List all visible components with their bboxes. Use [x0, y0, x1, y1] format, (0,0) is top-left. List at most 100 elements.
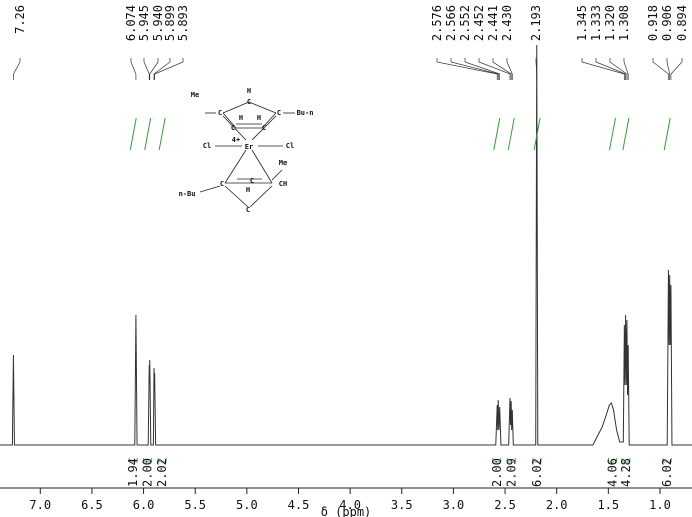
integral-bracket [621, 458, 631, 463]
peak-leader [130, 58, 137, 80]
x-tick-label: 7.0 [29, 498, 51, 512]
integral-curve [663, 117, 671, 151]
peak-label: 2.552 [458, 5, 472, 41]
peak-label: 2.441 [486, 5, 500, 41]
peak-leader [478, 58, 511, 80]
peak-leader [153, 58, 171, 80]
x-tick-label: 1.0 [649, 498, 671, 512]
integral-bracket [532, 458, 542, 463]
peak-label: 7.26 [13, 5, 27, 34]
peak-leader [492, 58, 512, 80]
x-tick-label: 6.0 [133, 498, 155, 512]
peak-label: 0.918 [646, 5, 660, 41]
integral-bracket [506, 458, 516, 463]
structure-label: C [250, 177, 254, 185]
x-tick-label: 3.0 [443, 498, 465, 512]
peak-leader [506, 58, 513, 80]
peak-label: 2.430 [500, 5, 514, 41]
structure-label: n-Bu [179, 190, 196, 198]
peak-leader [436, 58, 498, 80]
integral-curve [144, 117, 152, 151]
x-tick-label: 4.5 [288, 498, 310, 512]
x-tick-label: 1.5 [597, 498, 619, 512]
peak-leader [609, 58, 628, 80]
peak-label: 5.893 [176, 5, 190, 41]
peak-leader [143, 58, 150, 80]
integral-bracket [608, 458, 617, 463]
structure-label: C [247, 98, 251, 106]
spectrum-line [0, 44, 692, 446]
structure-bonds [199, 101, 295, 208]
structure-label: H [239, 114, 243, 122]
peak-label: 0.894 [675, 5, 689, 41]
integral-curve [158, 117, 166, 151]
x-tick-label: 4.0 [339, 498, 361, 512]
structure-label: Me [191, 91, 199, 99]
structure-label: Er [245, 143, 253, 151]
peak-leader [535, 58, 538, 80]
integral-curve [507, 117, 515, 151]
peak-label: 1.333 [589, 5, 603, 41]
peak-label: 1.320 [603, 5, 617, 41]
peak-label: 2.576 [430, 5, 444, 41]
peak-leader [670, 58, 683, 80]
integral-curve [493, 117, 501, 151]
integral-curve [608, 117, 616, 151]
x-tick-label: 2.0 [546, 498, 568, 512]
integral-label: 6.02 [530, 458, 544, 487]
peak-label: 5.940 [151, 5, 165, 41]
x-tick-label: 6.5 [81, 498, 103, 512]
peak-leader [149, 58, 159, 80]
x-tick-label: 2.5 [494, 498, 516, 512]
x-tick-label: 3.5 [391, 498, 413, 512]
structure-label: Cl [203, 142, 211, 150]
integral-label: 2.02 [155, 458, 169, 487]
peak-leader [652, 58, 669, 80]
peak-label: 2.566 [444, 5, 458, 41]
peak-label: 2.452 [472, 5, 486, 41]
structure-label: CH [279, 180, 287, 188]
structure-label: C [262, 124, 266, 132]
integral-bracket [492, 458, 502, 463]
structure-label: Bu-n [297, 109, 314, 117]
peak-leader [450, 58, 499, 80]
structure-label: C [218, 109, 222, 117]
integral-bracket [143, 458, 153, 463]
integral-bracket [662, 458, 672, 463]
integral-label: 2.09 [504, 458, 518, 487]
peak-leader [154, 58, 184, 80]
integral-label: 4.28 [619, 458, 633, 487]
peak-leader [464, 58, 501, 80]
peak-leader [595, 58, 626, 80]
peak-label: 0.906 [660, 5, 674, 41]
structure-label: C [220, 180, 224, 188]
structure-label: 4+ [232, 136, 240, 144]
structure-label: C [277, 109, 281, 117]
integral-label: 2.00 [141, 458, 155, 487]
peak-leader [666, 58, 671, 80]
structure-label: H [246, 186, 250, 194]
integral-label: 6.02 [660, 458, 674, 487]
structure-label: H [247, 87, 251, 95]
structure-label: H [257, 114, 261, 122]
peak-label: 5.945 [137, 5, 151, 41]
peak-leader [581, 58, 625, 80]
x-axis-label: δ (ppm) [321, 505, 372, 517]
integral-bracket [157, 458, 167, 463]
peak-leader [623, 58, 629, 80]
structure-label: C [231, 124, 235, 132]
integral-curve [622, 117, 630, 151]
peak-label: 2.193 [529, 5, 543, 41]
peak-label: 1.345 [575, 5, 589, 41]
peak-leader [13, 58, 21, 80]
x-tick-label: 5.0 [236, 498, 258, 512]
peak-label: 1.308 [617, 5, 631, 41]
structure-label: Me [279, 159, 287, 167]
peak-label: 5.899 [163, 5, 177, 41]
integral-label: 2.00 [490, 458, 504, 487]
x-tick-label: 5.5 [184, 498, 206, 512]
integral-label: 4.06 [605, 458, 619, 487]
integral-bracket [128, 458, 138, 463]
integral-label: 1.94 [126, 458, 140, 487]
